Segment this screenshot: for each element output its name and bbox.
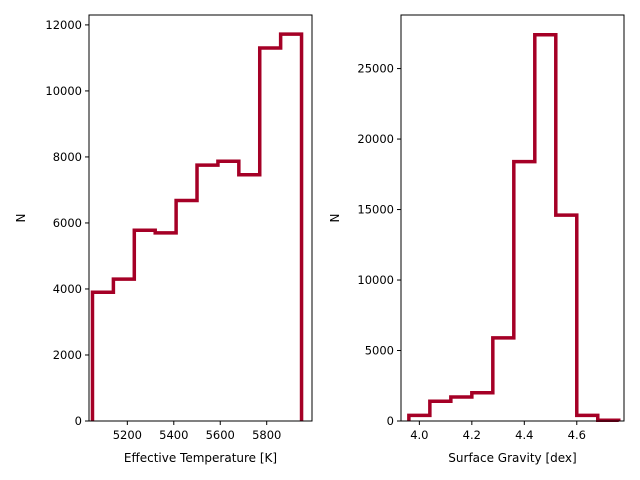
- x-tick-label: 4.2: [463, 428, 481, 442]
- x-tick-label: 4.4: [515, 428, 533, 442]
- y-tick-label: 15000: [357, 203, 394, 217]
- y-tick-label: 20000: [357, 132, 394, 146]
- y-tick-label: 4000: [53, 282, 82, 296]
- x-axis-label: Surface Gravity [dex]: [448, 451, 576, 465]
- x-axis-label: Effective Temperature [K]: [124, 451, 277, 465]
- y-axis-label: N: [328, 214, 342, 223]
- x-tick-label: 5800: [252, 428, 281, 442]
- x-tick-label: 4.0: [410, 428, 428, 442]
- y-tick-label: 25000: [357, 62, 394, 76]
- y-tick-label: 6000: [53, 216, 82, 230]
- y-tick-label: 8000: [53, 150, 82, 164]
- gravity-histogram-panel: 4.0 4.2 4.4 4.6 0 5000 10000 15000 20000 25000 Sur…: [328, 14, 625, 465]
- x-tick-label: 5200: [113, 428, 142, 442]
- x-tick-label: 5600: [206, 428, 235, 442]
- axes-frame: [88, 14, 313, 422]
- y-tick-label: 0: [75, 414, 82, 428]
- y-tick-label: 12000: [45, 18, 82, 32]
- y-tick-label: 2000: [53, 348, 82, 362]
- y-axis-label: N: [14, 214, 28, 223]
- x-tick-label: 5400: [159, 428, 188, 442]
- histogram-step-line: [90, 32, 304, 421]
- axes-frame: [400, 14, 625, 422]
- y-tick-label: 10000: [45, 84, 82, 98]
- temperature-histogram-panel: 5200 5400 5600 5800 0 2000 4000 6000 8000 10000 12…: [14, 14, 313, 465]
- y-tick-label: 0: [387, 414, 394, 428]
- y-tick-label: 5000: [365, 344, 394, 358]
- histogram-step-line: [407, 32, 621, 423]
- x-tick-label: 4.6: [568, 428, 586, 442]
- y-tick-label: 10000: [357, 273, 394, 287]
